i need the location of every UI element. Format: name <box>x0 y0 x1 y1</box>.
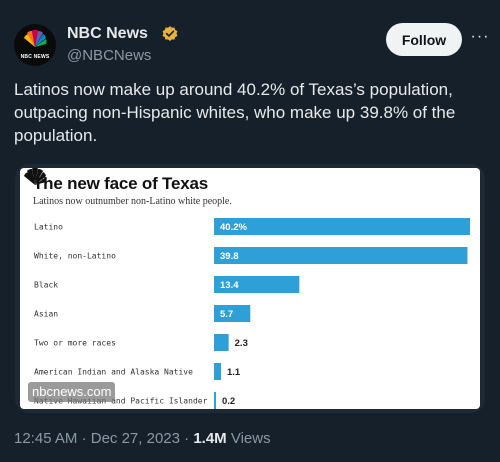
value-label: 13.4 <box>220 280 239 291</box>
bar <box>214 363 222 380</box>
value-label: 1.1 <box>227 367 241 378</box>
follow-button[interactable]: Follow <box>386 23 462 56</box>
peacock-logo-icon <box>24 30 47 47</box>
bar <box>214 334 229 351</box>
views-label: Views <box>230 430 271 447</box>
tweet-time[interactable]: 12:45 AM <box>14 430 78 447</box>
value-label: 0.2 <box>222 396 235 407</box>
value-label: 40.2% <box>220 222 247 233</box>
user-handle[interactable]: @NBCNews <box>67 47 152 64</box>
watermark-text: nbcnews.com <box>28 382 116 402</box>
tweet-text: Latinos now make up around 40.2% of Texa… <box>14 80 456 145</box>
display-name[interactable]: NBC News <box>67 25 148 42</box>
bar-chart: Latino 40.2% White, non-Latino 39.8 Black 13.… <box>34 218 470 409</box>
bar <box>214 276 300 293</box>
value-label: 39.8 <box>220 251 239 262</box>
value-label: 2.3 <box>235 338 248 349</box>
chart-image: The new face of Texas Latinos now outnum… <box>20 168 480 409</box>
category-label: American Indian and Alaska Native <box>34 368 193 377</box>
nbc-news-avatar[interactable]: NBC NEWS <box>14 24 56 66</box>
tweet-date[interactable]: Dec 27, 2023 <box>90 430 180 447</box>
bar <box>214 247 468 264</box>
chart-subtitle: Latinos now outnumber non-Latino white p… <box>33 196 232 207</box>
category-label: Black <box>34 281 58 290</box>
meta-separator: · <box>184 430 194 447</box>
tweet-meta: 12:45 AM · Dec 27, 2023 · 1.4M Views <box>14 430 271 447</box>
bar <box>214 218 470 235</box>
category-label: Asian <box>34 310 58 319</box>
category-label: Latino <box>34 223 63 232</box>
verified-badge-icon <box>162 26 178 41</box>
category-label: Two or more races <box>34 339 116 348</box>
tweet-header: NBC NEWS NBC News @NBCNews Follow ··· <box>14 20 488 68</box>
category-label: Native Hawaiian and Pacific Islander <box>34 397 208 406</box>
views-count: 1.4M <box>193 430 227 447</box>
more-options-icon[interactable]: ··· <box>470 28 490 45</box>
media-card[interactable]: The new face of Texas Latinos now outnum… <box>15 164 485 413</box>
category-label: White, non-Latino <box>34 252 116 261</box>
meta-separator: · <box>81 430 91 447</box>
nbc-peacock-icon <box>24 168 47 185</box>
bar <box>214 392 216 409</box>
avatar-text: NBC NEWS <box>20 54 50 60</box>
chart-title: The new face of Texas <box>33 174 208 193</box>
bar <box>214 305 251 322</box>
value-label: 5.7 <box>220 309 233 320</box>
